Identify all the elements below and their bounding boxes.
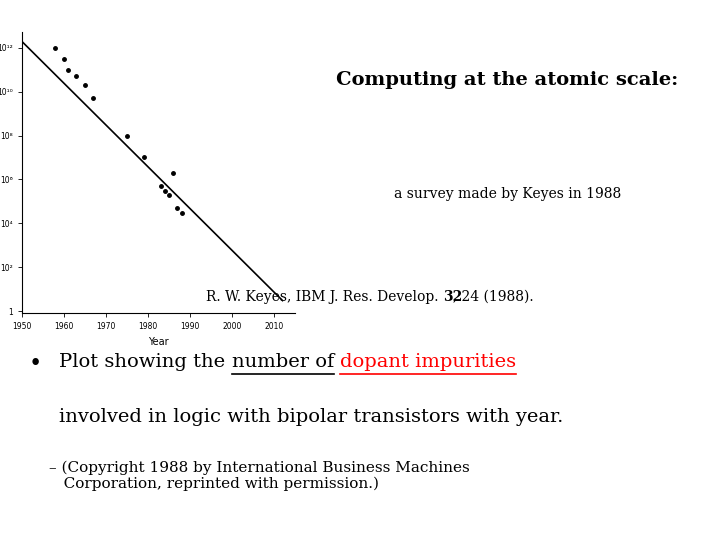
Text: R. W. Keyes, IBM J. Res. Develop.: R. W. Keyes, IBM J. Res. Develop. (206, 290, 443, 304)
Point (87, 94, 99, 103)
Text: Plot showing the: Plot showing the (59, 353, 232, 370)
Text: a survey made by Keyes in 1988: a survey made by Keyes in 1988 (394, 187, 621, 201)
Point (159, 186, 171, 195)
Point (163, 191, 175, 199)
Point (50, 43, 61, 52)
Point (62, 65, 73, 74)
Text: , 24 (1988).: , 24 (1988). (444, 290, 534, 304)
Point (58, 55, 69, 64)
Text: •: • (28, 353, 42, 375)
Text: dopant impurities: dopant impurities (341, 353, 516, 370)
Text: Computing at the atomic scale:: Computing at the atomic scale: (336, 71, 679, 89)
Point (138, 153, 150, 162)
Text: number of: number of (232, 353, 334, 370)
Point (167, 168, 179, 177)
Point (176, 208, 187, 217)
Point (155, 181, 166, 190)
X-axis label: Year: Year (148, 337, 168, 347)
Point (121, 131, 132, 140)
Text: involved in logic with bipolar transistors with year.: involved in logic with bipolar transisto… (59, 408, 564, 427)
Point (171, 204, 183, 212)
Point (79, 80, 91, 89)
Point (71, 72, 82, 80)
Text: 32: 32 (443, 290, 462, 304)
Text: – (Copyright 1988 by International Business Machines
   Corporation, reprinted w: – (Copyright 1988 by International Busin… (50, 460, 470, 491)
